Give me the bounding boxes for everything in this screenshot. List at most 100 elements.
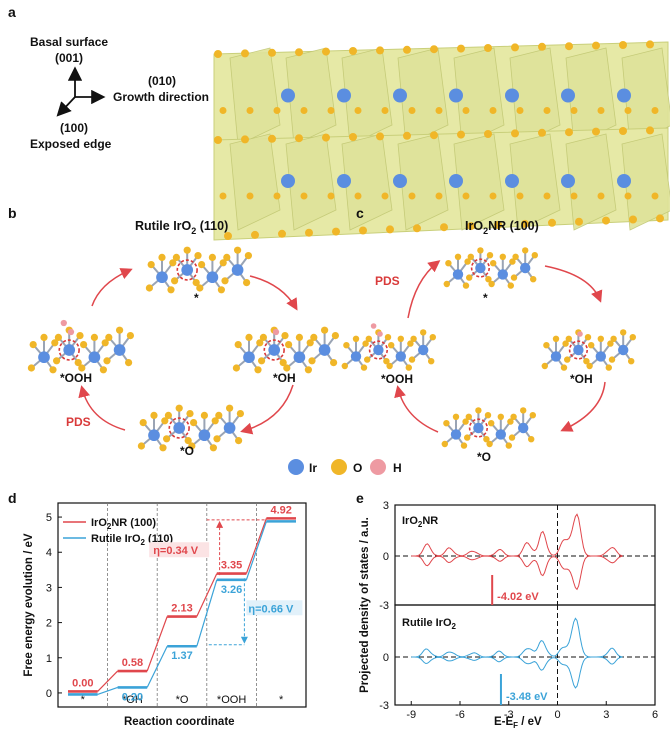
ir-atom — [243, 351, 255, 364]
ir-atom — [156, 271, 168, 284]
o-atom — [462, 418, 469, 425]
o-atom — [49, 366, 57, 374]
ir-atom — [617, 88, 631, 103]
o-atom — [198, 261, 206, 269]
o-atom — [565, 42, 573, 51]
o-atom — [588, 342, 595, 349]
panel-b-pds: PDS — [66, 415, 91, 429]
o-atom — [223, 253, 231, 261]
panel-label-c: c — [356, 205, 364, 221]
o-atom — [443, 280, 450, 288]
o-atom — [602, 216, 610, 225]
o-atom — [352, 335, 360, 342]
octahedron — [509, 47, 561, 146]
o-atom — [295, 333, 303, 341]
panel-b-structures — [27, 246, 339, 452]
o-atom — [105, 333, 113, 341]
o-atom — [497, 413, 504, 420]
o-atom — [486, 440, 493, 448]
o-atom — [483, 436, 490, 443]
o-atom — [457, 130, 465, 139]
active-site-ring — [176, 259, 198, 281]
octahedron — [229, 133, 281, 231]
o-atom — [548, 218, 556, 227]
ir-atom — [452, 269, 464, 280]
panel-b-title: Rutile IrO2 (110) — [135, 219, 228, 236]
ir-atom — [318, 344, 331, 356]
o-atom — [405, 364, 412, 371]
o-atom — [629, 334, 636, 341]
o-atom — [386, 362, 393, 370]
o-atom — [306, 339, 314, 347]
o-atom — [224, 232, 232, 240]
o-atom — [27, 364, 35, 372]
o-atom — [538, 128, 546, 137]
panel-c-state-oh: *OH — [570, 372, 593, 386]
active-site-ring — [263, 339, 285, 361]
d-band-center-label: -3.48 eV — [506, 691, 548, 703]
o-atom — [565, 128, 573, 137]
ir-atom — [337, 88, 351, 103]
o-atom — [465, 413, 472, 420]
nanoribbon-slabs — [213, 40, 670, 241]
o-atom — [597, 107, 605, 114]
pdos-ylabel: Projected density of states / a.u. — [359, 517, 371, 693]
o-atom — [530, 276, 537, 283]
legend-ir-label: Ir — [309, 461, 317, 475]
o-atom — [420, 329, 427, 336]
ir-atom — [206, 271, 219, 284]
o-atom — [586, 362, 593, 370]
octahedron — [565, 47, 617, 146]
o-atom — [295, 48, 303, 57]
o-atom — [543, 342, 550, 349]
o-atom — [362, 340, 369, 347]
ir-atom — [497, 269, 508, 280]
h-atom — [370, 323, 377, 329]
o-atom — [543, 107, 551, 114]
ir-atom — [520, 262, 531, 274]
o-atom — [209, 444, 217, 452]
category-label: * — [81, 694, 86, 706]
o-atom — [511, 129, 519, 138]
pdos-bottom-name: Rutile IrO2 — [402, 617, 457, 631]
category-label: *OOH — [217, 694, 246, 706]
o-atom — [234, 341, 242, 349]
ir-atom — [293, 351, 306, 364]
ir-atom — [573, 344, 584, 356]
octahedron — [341, 133, 393, 231]
o-atom — [597, 335, 604, 342]
connector — [245, 521, 267, 580]
o-atom — [516, 107, 524, 114]
o-atom — [76, 332, 84, 340]
eta-blue-box — [246, 600, 303, 616]
panel-c-structures — [341, 247, 636, 449]
xtick-label: 3 — [603, 709, 609, 721]
panel-c-state-ooh: *OOH — [381, 372, 413, 386]
o-atom — [308, 357, 316, 365]
o-atom — [214, 50, 222, 58]
energy-plot-yticks: 0 1 2 3 4 5 — [46, 512, 62, 700]
energy-value-label: 0.58 — [122, 657, 143, 669]
o-atom — [494, 221, 502, 229]
o-atom — [605, 364, 612, 371]
o-atom — [283, 364, 291, 372]
o-atom — [629, 215, 637, 224]
o-atom — [327, 192, 335, 200]
o-atom — [505, 442, 512, 449]
o-atom — [376, 46, 384, 55]
o-atom — [454, 253, 462, 260]
active-site-ring — [168, 417, 190, 439]
pdos-axes: -9 -6 -3 0 3 6 3 0 -3 0 -3 — [379, 500, 658, 721]
ir-atom — [223, 422, 236, 434]
o-atom — [488, 280, 495, 288]
o-atom — [543, 192, 551, 200]
o-atom — [241, 135, 249, 144]
o-atom — [485, 276, 492, 283]
o-atom — [460, 442, 468, 449]
o-atom — [365, 335, 372, 342]
octahedron — [453, 47, 505, 146]
o-atom — [656, 214, 664, 223]
o-atom — [403, 131, 411, 140]
o-atom — [268, 134, 276, 143]
o-atom — [408, 356, 416, 363]
